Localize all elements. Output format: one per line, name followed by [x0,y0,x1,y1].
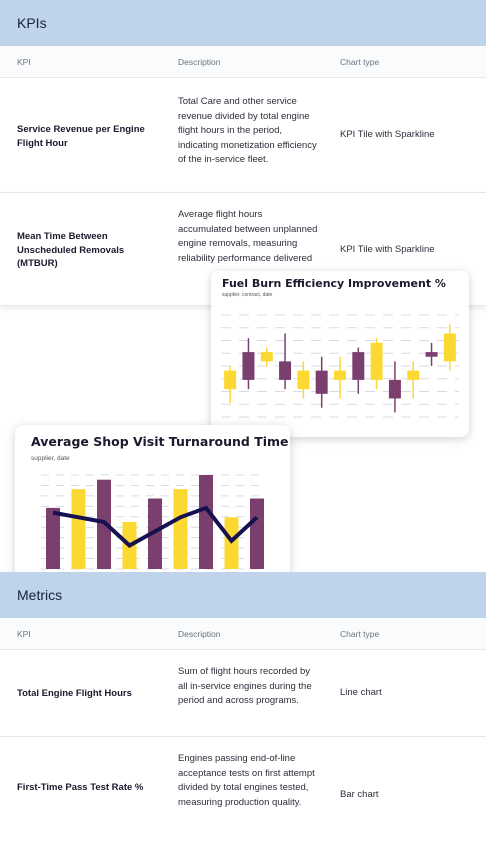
metrics-section-header: Metrics [0,572,486,618]
shop-visit-chart-title: Average Shop Visit Turnaround Time [31,434,289,449]
row-kpi: First-Time Pass Test Rate % [17,782,144,793]
kpis-table-header: KPI Description Chart type [0,46,486,78]
candle-body [224,370,237,390]
fuel-burn-chart-card[interactable]: Fuel Burn Efficiency Improvement % suppl… [211,271,469,437]
row-description: Total Care and other service revenue div… [178,96,317,165]
row-chart-type: KPI Tile with Sparkline [340,244,435,255]
candle-body [388,379,401,399]
candle-body [370,342,383,380]
series-line [52,505,259,548]
row-chart-type: KPI Tile with Sparkline [340,129,435,140]
bar [199,475,213,569]
candle-body [334,370,346,380]
metrics-header-kpi: KPI [17,628,31,639]
candle-body [425,352,438,357]
row-description: Average flight hours accumulated between… [178,209,318,264]
metrics-section-title: Metrics [17,587,63,603]
table-row[interactable]: Service Revenue per Engine Flight Hour T… [0,78,486,193]
kpis-header-chart-type: Chart type [340,56,380,67]
row-description: Sum of flight hours recorded by all in-s… [178,666,312,706]
bar [71,489,86,569]
bar [173,489,188,569]
metrics-table-header: KPI Description Chart type [0,618,486,650]
kpis-header-kpi: KPI [17,56,31,67]
bar [46,507,60,569]
candle-body [407,370,420,380]
kpis-header-description: Description [178,56,221,67]
table-row[interactable]: Total Engine Flight Hours Sum of flight … [0,650,486,737]
row-description: Engines passing end-of-line acceptance t… [178,753,315,808]
bar [250,498,264,569]
row-chart-type: Bar chart [340,789,379,800]
row-kpi: Mean Time Between Unscheduled Removals (… [17,231,125,269]
bar [148,498,162,569]
candlestick-chart [221,314,459,418]
row-kpi: Total Engine Flight Hours [17,688,132,699]
row-chart-type: Line chart [340,687,382,698]
metrics-header-chart-type: Chart type [340,628,380,639]
row-kpi: Service Revenue per Engine Flight Hour [17,124,145,149]
kpis-section-header: KPIs [0,0,486,46]
candle-body [297,370,310,390]
shop-visit-chart-subtitle: supplier, date [31,455,70,462]
candle-body [352,352,365,380]
metrics-header-description: Description [178,628,221,639]
shop-visit-chart-card[interactable]: Average Shop Visit Turnaround Time suppl… [15,425,290,579]
candle-body [242,352,255,380]
table-row[interactable]: First-Time Pass Test Rate % Engines pass… [0,737,486,852]
candle-body [443,333,456,362]
candle-body [279,361,292,380]
fuel-burn-chart-subtitle: supplier, contract, date [222,292,273,298]
kpis-section-title: KPIs [17,15,47,31]
fuel-burn-chart-title: Fuel Burn Efficiency Improvement % [222,277,446,290]
candle-body [260,352,273,362]
bar-line-chart [41,474,265,570]
candle-body [315,370,328,394]
